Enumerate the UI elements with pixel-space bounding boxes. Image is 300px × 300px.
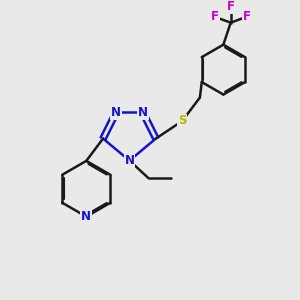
Text: S: S bbox=[178, 115, 187, 128]
Text: N: N bbox=[111, 106, 121, 119]
Text: N: N bbox=[81, 210, 91, 223]
Text: F: F bbox=[227, 0, 235, 13]
Text: N: N bbox=[124, 154, 134, 167]
Text: F: F bbox=[243, 10, 251, 23]
Text: F: F bbox=[211, 10, 219, 23]
Text: N: N bbox=[138, 106, 148, 119]
